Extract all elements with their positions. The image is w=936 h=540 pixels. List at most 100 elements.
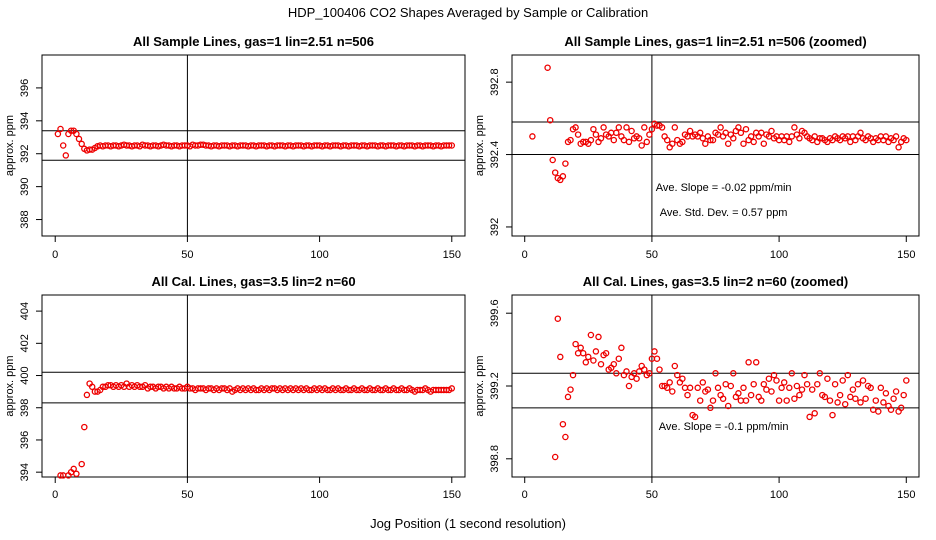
x-tick-label: 50 xyxy=(181,489,193,501)
data-point xyxy=(768,388,775,395)
data-point xyxy=(704,386,712,393)
data-point xyxy=(559,173,567,180)
chart-panel-4: All Cal. Lines, gas=3.5 lin=2 n=60 (zoom… xyxy=(474,274,920,501)
data-point xyxy=(54,130,62,138)
data-point xyxy=(669,140,676,147)
data-point xyxy=(859,377,867,384)
data-point xyxy=(562,160,569,167)
data-point xyxy=(882,390,890,397)
data-point xyxy=(801,371,808,379)
data-point xyxy=(778,384,785,392)
y-tick-label: 396 xyxy=(19,431,31,449)
data-point xyxy=(574,349,582,357)
data-point xyxy=(791,124,798,131)
data-point xyxy=(803,380,811,388)
data-point xyxy=(730,370,737,377)
y-tick-label: 390 xyxy=(19,177,31,195)
data-point xyxy=(770,371,778,379)
data-point xyxy=(745,359,752,366)
data-point xyxy=(900,391,907,399)
data-point xyxy=(707,404,714,412)
data-point xyxy=(57,125,64,133)
y-tick-label: 399.2 xyxy=(489,372,501,400)
data-point xyxy=(658,124,666,131)
data-point xyxy=(892,388,900,395)
data-point xyxy=(448,142,456,149)
data-point xyxy=(808,386,816,393)
y-tick-label: 392.4 xyxy=(489,141,501,169)
data-point xyxy=(674,371,681,379)
x-tick-label: 100 xyxy=(310,249,328,261)
data-point xyxy=(773,377,780,384)
data-point xyxy=(730,135,737,142)
data-point xyxy=(750,380,757,388)
data-point xyxy=(567,386,574,393)
data-point xyxy=(653,355,661,362)
data-point xyxy=(597,360,605,368)
data-point xyxy=(648,125,656,133)
y-tick-label: 396 xyxy=(19,79,31,97)
data-point xyxy=(610,136,618,144)
data-point xyxy=(613,129,620,137)
data-point xyxy=(546,116,554,124)
plot-frame xyxy=(41,54,466,237)
data-point xyxy=(551,169,559,176)
data-point xyxy=(844,371,852,379)
data-point xyxy=(549,156,556,164)
data-point xyxy=(625,382,633,390)
data-point xyxy=(59,142,67,149)
data-point xyxy=(783,397,790,404)
x-tick-label: 150 xyxy=(443,249,461,261)
data-point xyxy=(752,359,760,366)
data-point xyxy=(62,152,70,159)
data-point xyxy=(740,384,747,392)
data-point xyxy=(737,397,745,404)
data-point xyxy=(707,136,714,144)
y-tick-label: 399.6 xyxy=(489,299,501,327)
data-point xyxy=(582,359,590,366)
data-point xyxy=(699,379,707,386)
data-point xyxy=(811,410,818,417)
x-tick-label: 0 xyxy=(522,489,528,501)
data-point xyxy=(613,370,620,377)
data-point xyxy=(872,397,880,404)
data-point xyxy=(633,375,640,382)
x-tick-label: 150 xyxy=(897,249,915,261)
data-point xyxy=(557,353,564,361)
data-point xyxy=(714,384,722,392)
y-tick-label: 388 xyxy=(19,210,31,228)
data-point xyxy=(788,133,796,140)
data-point xyxy=(763,386,770,393)
x-tick-label: 50 xyxy=(646,249,658,261)
data-point xyxy=(699,135,707,142)
data-point xyxy=(727,382,735,390)
data-point xyxy=(796,135,803,142)
data-point xyxy=(57,472,64,479)
data-point xyxy=(615,124,623,131)
data-point xyxy=(618,344,625,352)
data-point xyxy=(890,395,897,402)
data-point xyxy=(574,131,582,138)
data-point xyxy=(897,404,905,412)
data-point xyxy=(638,142,645,149)
data-point xyxy=(78,460,85,468)
data-point xyxy=(646,370,653,377)
chart-panel-1: All Sample Lines, gas=1 lin=2.51 n=506 0 5… xyxy=(4,34,466,261)
x-tick-label: 100 xyxy=(770,249,788,261)
y-tick-label: 394 xyxy=(19,112,31,130)
data-point xyxy=(641,124,648,131)
data-point xyxy=(895,144,902,151)
data-point xyxy=(806,413,813,421)
data-point xyxy=(595,333,602,341)
chart-title: All Cal. Lines, gas=3.5 lin=2 n=60 xyxy=(151,274,355,289)
data-point xyxy=(852,395,859,402)
data-point xyxy=(849,386,857,393)
data-point xyxy=(841,400,849,408)
data-point xyxy=(572,124,579,131)
y-tick-label: 398 xyxy=(19,399,31,417)
data-point xyxy=(758,397,765,404)
data-point xyxy=(786,384,793,392)
data-point xyxy=(691,413,699,421)
stats-annotation: Ave. Slope = -0.02 ppm/min xyxy=(656,182,792,194)
data-point xyxy=(793,382,801,390)
